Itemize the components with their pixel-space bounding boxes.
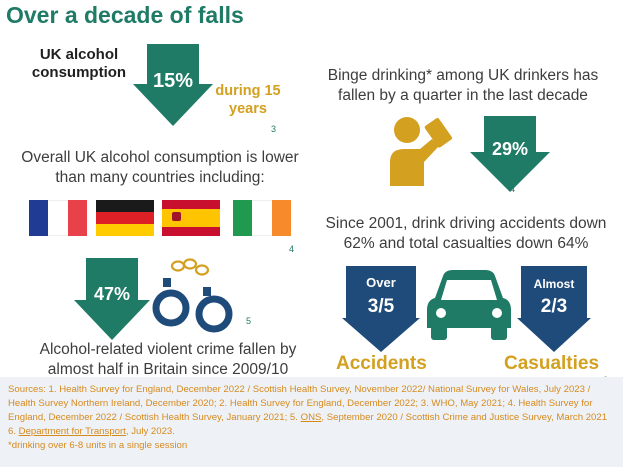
drinking-person-icon [390, 117, 453, 186]
ireland-flag-icon [233, 200, 291, 236]
consumption-ref: 3 [271, 124, 277, 134]
accidents-label: Accidents [336, 353, 427, 374]
spain-flag-icon [162, 200, 220, 236]
drink-driving-text: Since 2001, drink driving accidents down… [325, 215, 607, 252]
binge-ref: 4 [510, 184, 516, 194]
violent-crime-percent: 47% [93, 284, 131, 304]
casualties-down-arrow [517, 266, 591, 352]
binge-down-arrow [470, 116, 550, 192]
handcuffs-icon [152, 258, 233, 333]
consumption-period: during 15 years [215, 83, 281, 117]
casualties-value: 2/3 [540, 296, 568, 317]
violent-crime-down-arrow [74, 258, 150, 340]
germany-flag-icon [96, 200, 154, 236]
sources-text-1: Sources: 1. Health Survey for England, D… [8, 384, 593, 423]
ons-link[interactable]: ONS [300, 412, 322, 423]
accidents-top: Over [366, 275, 396, 290]
france-flag-icon [29, 200, 87, 236]
comparison-text: Overall UK alcohol consumption is lower … [21, 149, 299, 186]
binge-text: Binge drinking* among UK drinkers has fa… [327, 67, 599, 104]
sources-note: *drinking over 6-8 units in a single ses… [8, 440, 188, 451]
dft-link[interactable]: Department for Transport [18, 426, 126, 437]
violent-crime-text: Alcohol-related violent crime fallen by … [39, 341, 297, 378]
accidents-value: 3/5 [367, 296, 395, 317]
consumption-down-arrow [133, 44, 213, 126]
accidents-down-arrow [342, 266, 420, 352]
consumption-percent: 15% [152, 70, 194, 92]
violent-crime-ref: 5 [246, 316, 252, 326]
comparison-ref: 4 [289, 244, 295, 254]
page-title: Over a decade of falls [6, 2, 244, 28]
binge-percent: 29% [491, 139, 529, 159]
sources-text-2: , September 2020 / Scottish Crime and Ju… [8, 412, 608, 437]
casualties-top: Almost [533, 277, 575, 291]
car-icon [427, 270, 511, 340]
casualties-label: Casualties [504, 353, 600, 374]
sources-text-3: , July 2023. [125, 426, 175, 437]
consumption-label: UK alcohol consumption [31, 46, 127, 81]
sources-panel: Sources: 1. Health Survey for England, D… [0, 377, 623, 467]
